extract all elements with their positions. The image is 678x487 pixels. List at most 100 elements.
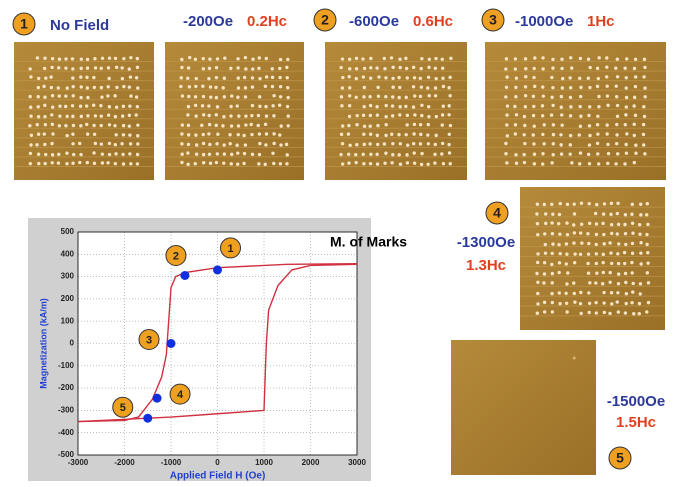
dot: [280, 124, 283, 127]
dot: [398, 153, 401, 156]
dot: [579, 253, 582, 256]
dot: [504, 152, 507, 155]
dot: [560, 95, 563, 98]
dot: [580, 223, 583, 226]
dot: [426, 86, 429, 89]
dot: [129, 75, 132, 78]
dot: [57, 86, 60, 89]
dot: [286, 96, 289, 99]
dot: [390, 133, 393, 136]
dot: [533, 85, 536, 88]
dot: [195, 143, 198, 146]
dot: [362, 114, 365, 117]
dot: [624, 123, 627, 126]
dot: [264, 163, 267, 166]
dot: [623, 251, 626, 254]
dot: [533, 153, 536, 156]
y-tick-label: -400: [58, 428, 75, 437]
dot: [71, 57, 74, 60]
dot: [223, 95, 226, 98]
dot: [579, 95, 582, 98]
dot: [616, 300, 619, 303]
dot: [573, 252, 576, 255]
dot: [642, 105, 645, 108]
dot: [202, 113, 205, 116]
dot: [633, 67, 636, 70]
dot: [434, 134, 437, 137]
dot: [28, 95, 31, 98]
dot: [265, 75, 268, 78]
dot: [449, 124, 452, 127]
dot: [30, 134, 33, 137]
dot: [434, 86, 437, 89]
dot: [202, 161, 205, 164]
dot: [79, 153, 82, 156]
dot: [194, 133, 197, 136]
dot: [94, 114, 97, 117]
dot: [101, 152, 104, 155]
dot: [375, 153, 378, 156]
dot: [202, 95, 205, 98]
dot: [348, 75, 351, 78]
dot: [285, 162, 288, 165]
x-tick-label: 0: [215, 458, 220, 467]
dot: [551, 310, 554, 313]
dot: [551, 153, 554, 156]
dot: [208, 123, 211, 126]
dot: [86, 132, 89, 135]
dot: [558, 302, 561, 305]
badge-number: 3: [146, 334, 152, 346]
dot: [420, 114, 423, 117]
dot: [533, 162, 536, 165]
dot: [106, 161, 109, 164]
dot: [50, 142, 53, 145]
dot: [242, 162, 245, 165]
dot: [136, 57, 139, 60]
dot: [578, 105, 581, 108]
dot: [550, 203, 553, 206]
dot: [71, 115, 74, 118]
dot: [565, 282, 568, 285]
dot: [609, 213, 612, 216]
dot: [278, 76, 281, 79]
dot: [610, 223, 613, 226]
dot: [420, 163, 423, 166]
dot: [208, 143, 211, 146]
dot: [646, 251, 649, 254]
dot: [558, 213, 561, 216]
dot: [202, 67, 205, 70]
dot: [614, 66, 617, 69]
dot: [557, 243, 560, 246]
dot: [601, 222, 604, 225]
dot: [251, 104, 254, 107]
dot: [348, 94, 351, 97]
dot: [114, 143, 117, 146]
dot: [375, 105, 378, 108]
dot: [115, 86, 118, 89]
dot: [101, 161, 104, 164]
dot: [560, 67, 563, 70]
dot: [631, 271, 634, 274]
dot: [514, 86, 517, 89]
dot: [514, 57, 517, 60]
dot: [72, 153, 75, 156]
dot: [561, 77, 564, 80]
dot: [523, 161, 526, 164]
dot: [639, 203, 642, 206]
dot: [194, 114, 197, 117]
dot: [406, 114, 409, 117]
dot: [286, 86, 289, 89]
dot: [588, 162, 591, 165]
dot: [435, 115, 438, 118]
dot: [624, 213, 627, 216]
dot: [631, 222, 634, 225]
dot: [99, 104, 102, 107]
dot: [37, 77, 40, 80]
dot: [449, 162, 452, 165]
dot: [504, 67, 507, 70]
dot: [186, 163, 189, 166]
dot: [536, 252, 539, 255]
dot: [541, 85, 544, 88]
dot: [505, 113, 508, 116]
dot: [128, 114, 131, 117]
